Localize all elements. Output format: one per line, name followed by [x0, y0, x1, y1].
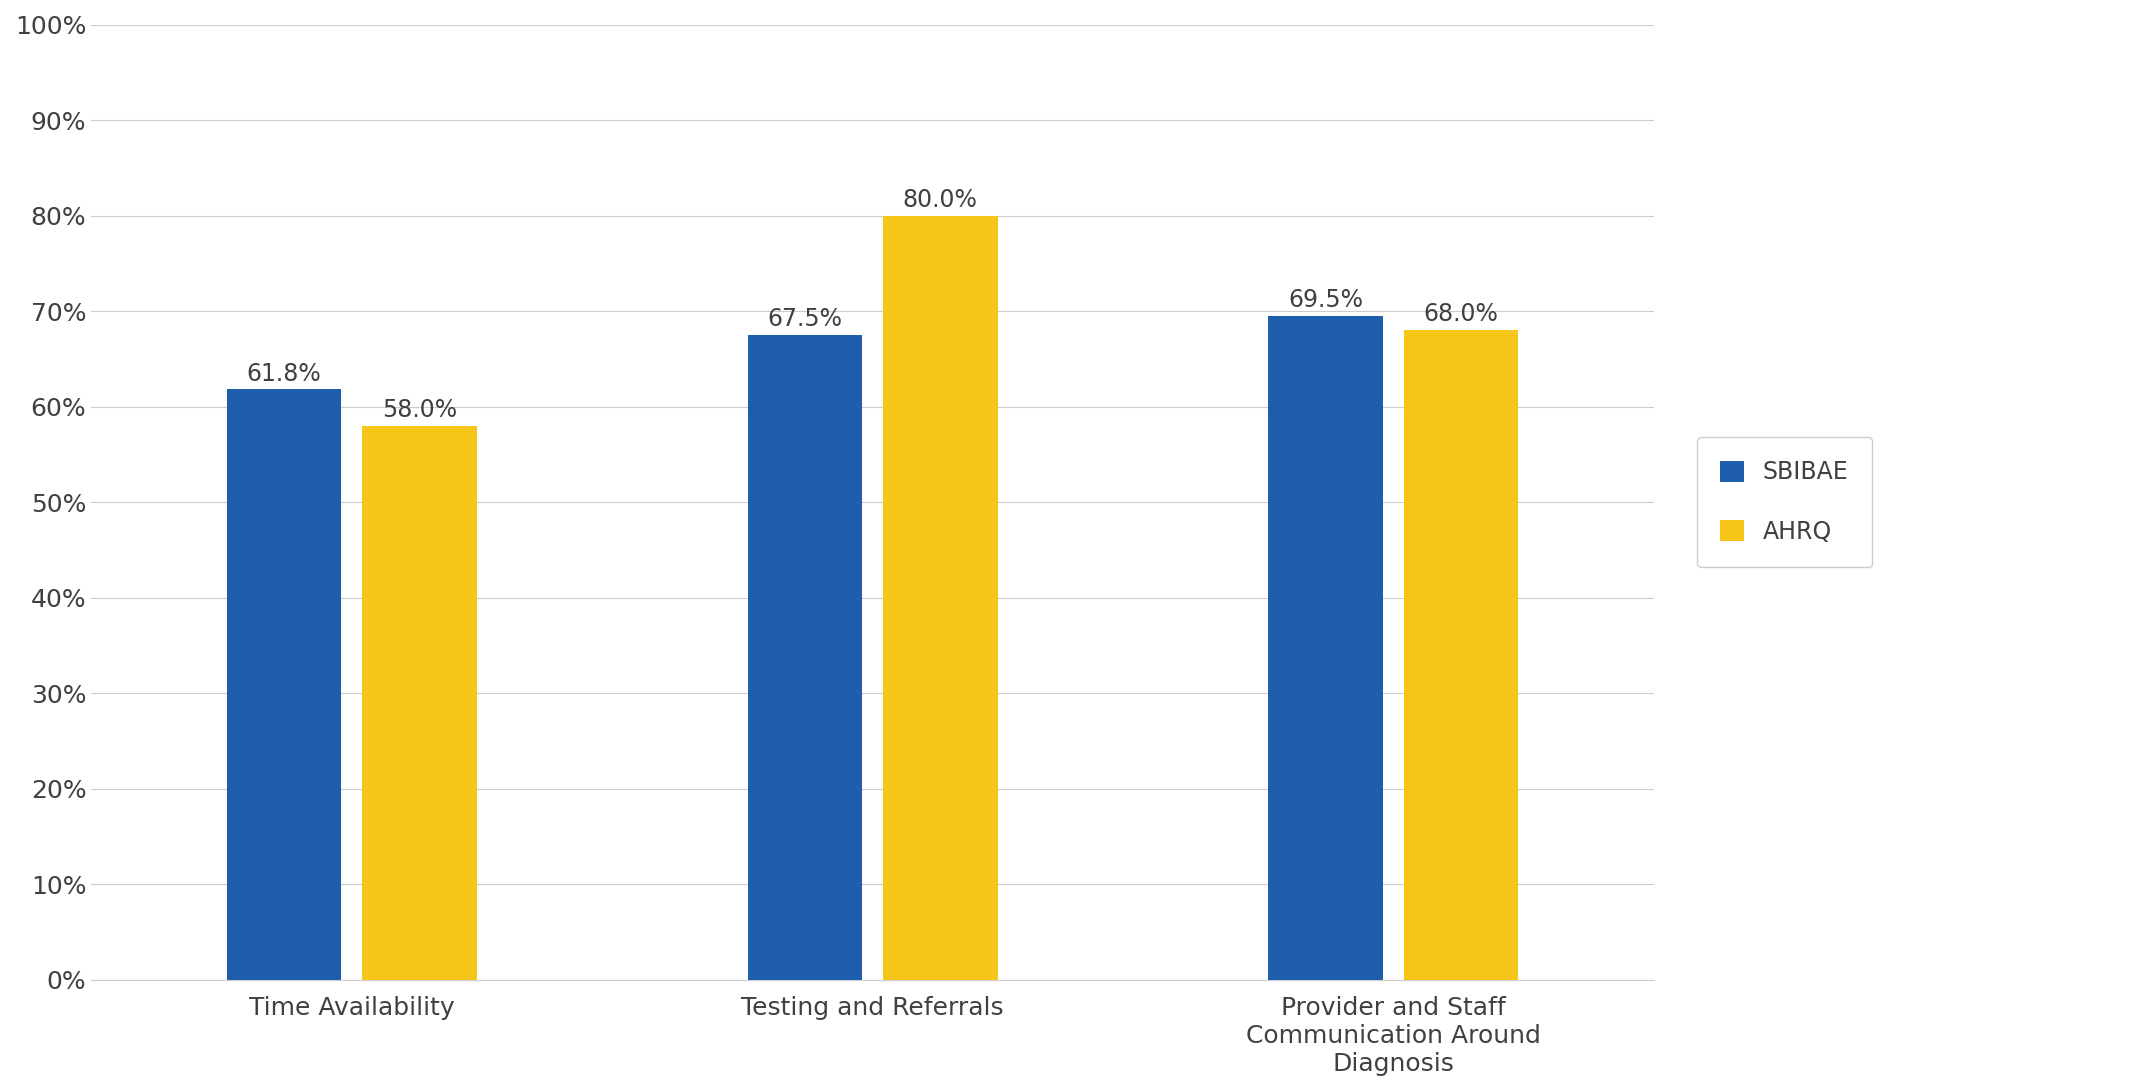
- Text: 61.8%: 61.8%: [247, 361, 322, 385]
- Bar: [747, 335, 863, 980]
- Bar: [363, 425, 477, 980]
- Text: 67.5%: 67.5%: [766, 308, 842, 332]
- Bar: [228, 389, 341, 980]
- Text: 69.5%: 69.5%: [1288, 288, 1363, 312]
- Legend: SBIBAE, AHRQ: SBIBAE, AHRQ: [1696, 436, 1872, 567]
- Bar: [882, 216, 998, 980]
- Bar: [1269, 316, 1383, 980]
- Text: 80.0%: 80.0%: [902, 188, 977, 212]
- Bar: [1404, 331, 1518, 980]
- Text: 68.0%: 68.0%: [1423, 302, 1499, 326]
- Text: 58.0%: 58.0%: [382, 398, 457, 422]
